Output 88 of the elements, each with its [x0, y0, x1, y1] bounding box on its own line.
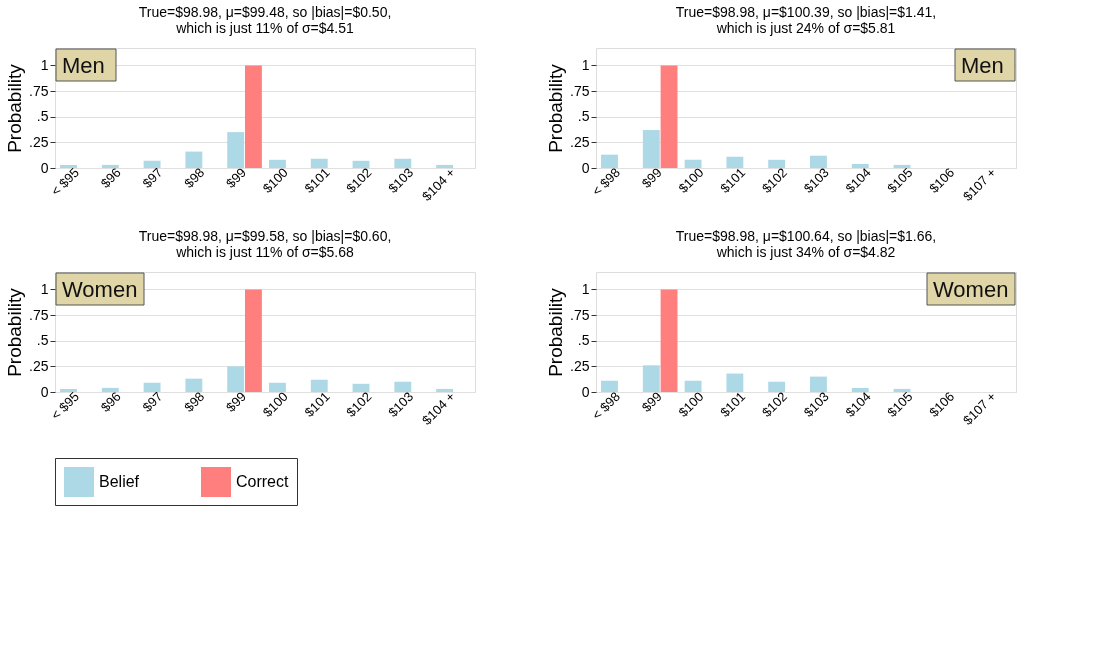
x-tick-label: < $95: [48, 388, 82, 423]
x-tick-label: $99: [638, 164, 665, 191]
bar: [601, 380, 618, 392]
bar: [660, 289, 678, 392]
bar: [810, 376, 827, 392]
bar: [227, 132, 245, 168]
y-axis-title: Probability: [545, 287, 567, 377]
x-tick-label: $96: [97, 164, 124, 191]
y-tick-label: 0: [40, 159, 49, 176]
y-axis-title: Probability: [4, 287, 26, 377]
y-tick-label: .25: [29, 133, 49, 150]
legend-label: Belief: [99, 473, 140, 490]
y-tick-label: .5: [577, 332, 590, 349]
y-tick-label: 1: [581, 280, 590, 297]
x-tick-label: $98: [181, 164, 208, 191]
x-tick-label: < $98: [589, 388, 623, 423]
x-tick-label: $99: [223, 164, 250, 191]
bar: [101, 164, 119, 168]
legend-label: Correct: [236, 473, 290, 490]
y-tick-label: 0: [40, 383, 49, 400]
bar: [244, 65, 262, 168]
y-tick-label: .25: [570, 133, 590, 150]
annotation: Women: [933, 277, 1009, 302]
chart-title: True=$98.98, μ=$100.39, so |bias|=$1.41, which is just 24% of σ=$5.81: [675, 4, 937, 36]
x-tick-label: < $95: [48, 164, 82, 199]
x-tick-label: $99: [223, 388, 250, 415]
annotation: Men: [62, 53, 105, 78]
y-axis-title: Probability: [4, 63, 26, 153]
bar: [768, 159, 786, 168]
bar: [660, 65, 678, 168]
bar: [684, 380, 702, 392]
y-tick-label: 1: [40, 56, 49, 73]
bar: [851, 387, 869, 392]
chart-title: True=$98.98, μ=$99.58, so |bias|=$0.60, which is just 11% of σ=$5.68: [138, 228, 392, 260]
y-tick-label: .75: [29, 306, 49, 323]
bar: [143, 160, 161, 168]
bar: [436, 164, 454, 168]
chart-title: True=$98.98, μ=$100.64, so |bias|=$1.66, which is just 34% of σ=$4.82: [675, 228, 937, 260]
y-tick-label: .25: [29, 357, 49, 374]
y-tick-label: 0: [581, 383, 590, 400]
bar: [684, 159, 702, 168]
y-tick-label: .25: [570, 357, 590, 374]
y-tick-label: 1: [581, 56, 590, 73]
bar: [101, 387, 119, 392]
x-tick-label: $97: [139, 164, 166, 191]
annotation: Women: [62, 277, 138, 302]
y-tick-label: 0: [581, 159, 590, 176]
bar: [642, 365, 660, 392]
bar: [726, 373, 744, 392]
bar: [185, 378, 203, 392]
bar: [60, 388, 77, 392]
bar: [185, 151, 203, 168]
bar: [768, 381, 786, 392]
bar: [310, 158, 328, 168]
bar: [851, 163, 869, 168]
bar: [726, 156, 744, 168]
bar: [269, 382, 286, 392]
y-tick-label: .5: [36, 108, 49, 125]
y-tick-label: .75: [570, 306, 590, 323]
y-tick-label: .5: [36, 332, 49, 349]
y-axis-title: Probability: [545, 63, 567, 153]
bar: [310, 379, 328, 392]
x-tick-label: $98: [181, 388, 208, 415]
chart-title: True=$98.98, μ=$99.48, so |bias|=$0.50, which is just 11% of σ=$4.51: [138, 4, 392, 36]
bar: [352, 160, 370, 168]
bar: [394, 381, 412, 392]
bar: [227, 366, 245, 392]
x-tick-label: $97: [139, 388, 166, 415]
x-tick-label: $96: [97, 388, 124, 415]
bar: [394, 158, 412, 168]
bar: [642, 130, 660, 168]
bar: [60, 164, 77, 168]
bar: [893, 388, 911, 392]
bar: [810, 155, 827, 168]
annotation: Men: [961, 53, 1004, 78]
bar: [601, 154, 618, 168]
x-tick-label: $99: [638, 388, 665, 415]
bar: [893, 164, 911, 168]
x-tick-label: < $98: [589, 164, 623, 199]
bar: [436, 388, 454, 392]
y-tick-label: .75: [570, 82, 590, 99]
y-tick-label: 1: [40, 280, 49, 297]
bar: [269, 159, 286, 168]
bar: [244, 289, 262, 392]
bar: [352, 383, 370, 392]
y-tick-label: .5: [577, 108, 590, 125]
y-tick-label: .75: [29, 82, 49, 99]
bar: [143, 382, 161, 392]
